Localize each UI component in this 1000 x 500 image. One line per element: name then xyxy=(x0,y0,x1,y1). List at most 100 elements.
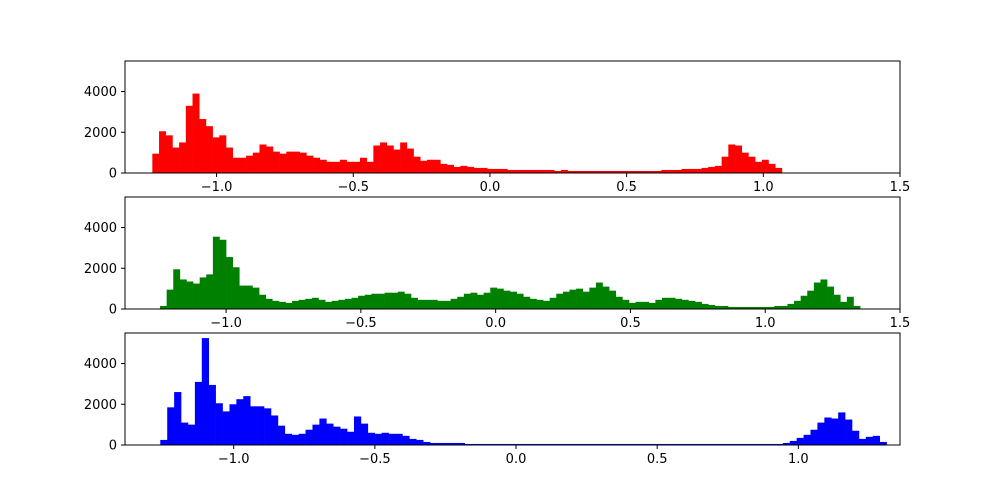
histogram-bar xyxy=(326,423,334,445)
histogram-bar xyxy=(706,443,714,445)
histogram-bar xyxy=(391,292,399,309)
histogram-bar xyxy=(554,170,562,173)
histogram-bar xyxy=(824,417,832,445)
histogram-bar xyxy=(199,277,207,309)
histogram-bar xyxy=(634,170,642,173)
histogram-bar xyxy=(436,442,445,445)
histogram-bar xyxy=(201,338,210,445)
histogram-bar xyxy=(477,294,484,309)
histogram-bar xyxy=(236,399,244,445)
histogram-bar xyxy=(587,170,595,173)
histogram-bar xyxy=(529,298,537,309)
histogram-bar xyxy=(192,93,200,173)
histogram-bar xyxy=(460,165,468,173)
histogram-bar xyxy=(609,290,617,309)
histogram-bar xyxy=(212,137,220,173)
histogram-bar xyxy=(232,267,240,309)
histogram-bar xyxy=(755,443,763,445)
histogram-bar xyxy=(513,443,521,445)
histogram-bar xyxy=(728,144,736,173)
histogram-bar xyxy=(257,406,265,445)
histogram-bar xyxy=(338,299,346,309)
histogram-bar xyxy=(305,429,313,445)
histogram-bar xyxy=(409,438,417,445)
histogram-bar xyxy=(761,306,768,309)
y-tick-label: 4000 xyxy=(84,85,117,100)
histogram-bar xyxy=(179,279,187,309)
histogram-bar xyxy=(728,306,735,309)
histogram-bar xyxy=(514,169,521,173)
histogram-bar xyxy=(490,287,498,309)
histogram-bar xyxy=(325,301,333,309)
histogram-bar xyxy=(595,282,603,309)
histogram-bar xyxy=(265,298,273,309)
histogram-bar xyxy=(580,170,588,173)
histogram-bar xyxy=(648,302,656,309)
histogram-bar xyxy=(402,435,410,445)
histogram-bar xyxy=(377,293,385,309)
histogram-bar xyxy=(395,433,403,445)
x-tick-label: −1.0 xyxy=(201,180,233,195)
x-tick-label: 0.5 xyxy=(616,180,637,195)
histogram-bar xyxy=(560,169,568,173)
y-tick-label: 4000 xyxy=(84,221,117,236)
histogram-bar xyxy=(735,145,743,173)
histogram-bar xyxy=(503,290,511,309)
histogram-bar xyxy=(264,408,272,445)
x-tick-label: 1.0 xyxy=(788,452,809,467)
histogram-bar xyxy=(243,396,251,445)
histogram-bar xyxy=(181,422,189,445)
histogram-bar xyxy=(205,126,213,173)
histogram-bar xyxy=(701,303,709,309)
histogram-bar xyxy=(741,152,749,173)
histogram-bar xyxy=(499,443,507,445)
histogram-bar xyxy=(574,170,582,173)
histogram-bar xyxy=(344,298,352,309)
histogram-bar xyxy=(622,299,630,309)
histogram-bar xyxy=(701,167,709,173)
histogram-bar xyxy=(609,443,618,445)
histogram-bar xyxy=(754,306,762,309)
histogram-bar xyxy=(450,442,459,445)
histogram-bar xyxy=(831,418,839,445)
histogram-bar xyxy=(492,443,500,445)
histogram-bar xyxy=(681,299,689,309)
histogram-bar xyxy=(478,443,486,445)
y-tick-label: 2000 xyxy=(84,262,117,277)
histogram-bar xyxy=(596,443,604,445)
histogram-bar xyxy=(423,441,431,445)
histogram-bar xyxy=(312,424,320,445)
x-tick-label: 1.5 xyxy=(890,180,911,195)
histogram-bar xyxy=(615,296,623,309)
histogram-bar xyxy=(430,299,438,309)
histogram-bar xyxy=(331,300,339,309)
histogram-bar xyxy=(523,296,531,309)
histogram-bar xyxy=(506,443,514,445)
histogram-bar xyxy=(358,295,366,309)
histogram-bar xyxy=(713,443,721,445)
x-tick-label: 0.0 xyxy=(506,452,527,467)
histogram-bar xyxy=(695,301,702,309)
histogram-bar xyxy=(339,159,347,173)
histogram-bar xyxy=(433,159,441,173)
histogram-bar xyxy=(655,299,663,309)
histogram-bar xyxy=(464,443,472,445)
histogram-bar xyxy=(420,160,428,173)
histogram-bar xyxy=(351,297,359,309)
histogram-bar xyxy=(266,146,274,173)
histogram-bar xyxy=(582,291,590,309)
histogram-bar xyxy=(292,151,300,173)
histogram-bar xyxy=(250,406,258,445)
histogram-bar xyxy=(747,306,755,309)
histogram-bar xyxy=(567,170,575,173)
histogram-bar xyxy=(437,300,445,309)
y-tick-label: 2000 xyxy=(84,126,117,141)
histogram-bar xyxy=(285,302,293,309)
histogram-bar xyxy=(444,300,451,309)
histogram-bar xyxy=(827,286,834,309)
histogram-bar xyxy=(353,161,361,173)
histogram-bar xyxy=(471,443,479,445)
histogram-bar xyxy=(298,299,306,309)
histogram-bar xyxy=(872,435,880,445)
